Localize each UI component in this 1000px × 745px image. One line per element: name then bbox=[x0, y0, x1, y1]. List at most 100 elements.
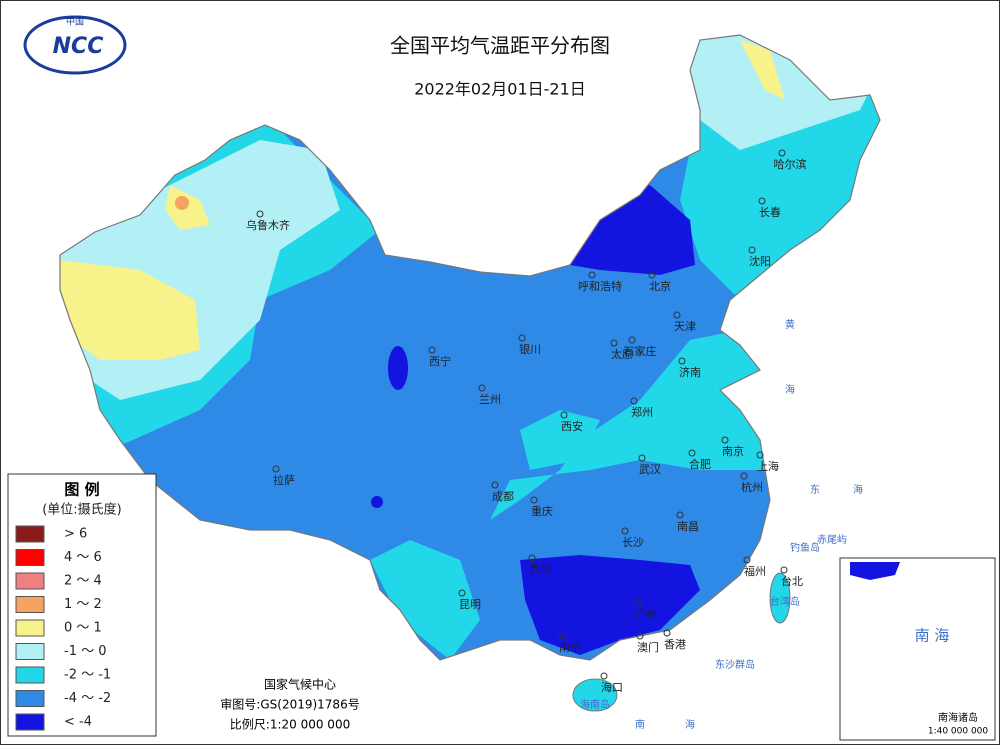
city-label: 长春 bbox=[759, 206, 781, 219]
city-label: 南京 bbox=[722, 444, 744, 458]
city-marker bbox=[530, 496, 538, 504]
city-label: 郑州 bbox=[631, 405, 653, 419]
legend-label: 2 ～ 4 bbox=[64, 574, 102, 589]
legend-label: 0 ～ 1 bbox=[64, 621, 102, 636]
footer-approval: 审图号:GS(2019)1786号 bbox=[220, 697, 359, 712]
city-marker bbox=[748, 246, 756, 254]
legend-unit: (单位:摄氏度) bbox=[42, 502, 122, 518]
city-marker bbox=[621, 527, 629, 535]
legend-label: -4 ～ -2 bbox=[64, 691, 111, 706]
legend-swatch bbox=[15, 549, 45, 566]
logo: 中国 NCC bbox=[23, 15, 127, 75]
city-label: 广州 bbox=[635, 608, 657, 621]
legend: 图 例 (单位:摄氏度) > 6 4 ～ 6 2 ～ 4 1 ～ 2 0 ～ 1 -1 ～… bbox=[7, 473, 157, 737]
city-marker bbox=[634, 599, 642, 607]
legend-swatch bbox=[15, 572, 45, 590]
place-label: 海 bbox=[685, 718, 695, 731]
city-label: 澳门 bbox=[637, 640, 659, 654]
city-marker bbox=[518, 334, 526, 342]
city-marker bbox=[743, 556, 751, 564]
legend-swatch bbox=[15, 619, 45, 637]
city-marker bbox=[458, 589, 466, 597]
city-label: 海口 bbox=[601, 680, 623, 694]
city-label: 福州 bbox=[744, 564, 766, 578]
city-label: 呼和浩特 bbox=[578, 279, 622, 293]
legend-swatch bbox=[15, 596, 45, 613]
city-marker bbox=[560, 411, 568, 419]
city-label: 台北 bbox=[781, 574, 803, 588]
city-marker bbox=[780, 566, 788, 574]
place-label: 海 bbox=[785, 383, 795, 396]
city-label: 重庆 bbox=[531, 504, 553, 518]
place-label: 南 bbox=[635, 718, 645, 731]
city-label: 贵阳 bbox=[529, 563, 551, 576]
city-marker bbox=[778, 149, 786, 157]
city-label: 兰州 bbox=[479, 393, 501, 406]
city-label: 成都 bbox=[492, 490, 514, 503]
city-marker bbox=[756, 451, 764, 459]
city-label: 西宁 bbox=[429, 354, 451, 368]
city-marker bbox=[648, 271, 656, 279]
legend-swatch bbox=[15, 690, 45, 707]
city-label: 长沙 bbox=[622, 536, 644, 549]
city-marker bbox=[588, 271, 596, 279]
legend-swatch bbox=[15, 525, 45, 543]
city-label: 济南 bbox=[679, 365, 701, 379]
logo-top: 中国 bbox=[66, 16, 84, 28]
city-marker bbox=[428, 346, 436, 354]
city-label: 拉萨 bbox=[273, 473, 295, 487]
city-marker bbox=[663, 629, 671, 637]
legend-swatch bbox=[15, 713, 45, 731]
place-label: 东 bbox=[810, 483, 820, 496]
city-label: 北京 bbox=[649, 279, 671, 293]
city-marker bbox=[628, 336, 636, 344]
legend-swatch bbox=[15, 643, 45, 660]
inset-islands: 南海诸岛 bbox=[938, 711, 978, 724]
taiwan bbox=[769, 572, 791, 624]
inset-sea: 南 海 bbox=[915, 627, 950, 645]
legend-swatch bbox=[15, 666, 45, 684]
city-label: 西安 bbox=[561, 419, 583, 433]
inset: 南 海 南海诸岛 1:40 000 000 bbox=[839, 557, 996, 741]
logo-text: NCC bbox=[53, 34, 104, 59]
footer-org: 国家气候中心 bbox=[264, 677, 336, 692]
place-label: 黄 bbox=[785, 318, 795, 331]
city-marker bbox=[491, 481, 499, 489]
city-marker bbox=[478, 384, 486, 392]
city-label: 银川 bbox=[519, 342, 541, 356]
city-marker bbox=[678, 357, 686, 365]
city-label: 天津 bbox=[674, 320, 696, 333]
city-marker bbox=[272, 465, 280, 473]
city-label: 石家庄 bbox=[624, 344, 657, 358]
inset-scale: 1:40 000 000 bbox=[928, 727, 989, 737]
city-marker bbox=[600, 672, 608, 680]
footer-scale: 比例尺:1:20 000 000 bbox=[230, 718, 350, 732]
city-marker bbox=[721, 436, 729, 444]
city-marker bbox=[673, 311, 681, 319]
legend-label: -2 ～ -1 bbox=[64, 668, 111, 683]
city-marker bbox=[638, 454, 646, 462]
city-marker bbox=[740, 472, 748, 480]
city-label: 太原 bbox=[611, 348, 633, 361]
city-label: 乌鲁木齐 bbox=[246, 218, 290, 232]
city-label: 香港 bbox=[664, 638, 686, 651]
city-marker bbox=[688, 449, 696, 457]
city-label: 合肥 bbox=[689, 457, 711, 471]
city-marker bbox=[630, 397, 638, 405]
place-label: 钓鱼岛 bbox=[790, 541, 820, 554]
city-marker bbox=[676, 511, 684, 519]
city-label: 上海 bbox=[757, 459, 779, 473]
city-marker bbox=[610, 339, 618, 347]
city-label: 南宁 bbox=[559, 640, 581, 654]
place-label: 东沙群岛 bbox=[715, 658, 755, 671]
legend-title: 图 例 bbox=[64, 481, 99, 499]
legend-label: 4 ～ 6 bbox=[64, 550, 102, 565]
place-label: 海南岛 bbox=[580, 698, 610, 711]
legend-label: 1 ～ 2 bbox=[64, 597, 102, 612]
city-marker bbox=[558, 632, 566, 640]
city-marker bbox=[528, 554, 536, 562]
legend-label: -1 ～ 0 bbox=[64, 644, 107, 659]
